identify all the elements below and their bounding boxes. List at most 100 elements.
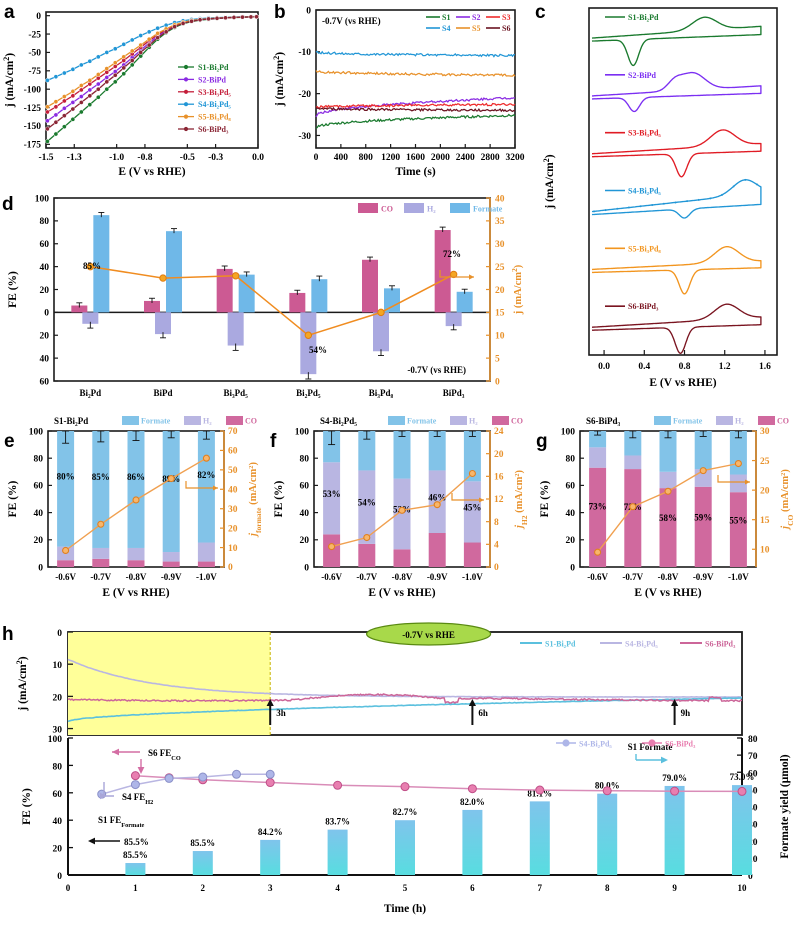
- svg-text:-20: -20: [298, 90, 311, 100]
- svg-text:35: 35: [495, 217, 505, 227]
- svg-text:-0.7V (vs RHE): -0.7V (vs RHE): [407, 365, 466, 375]
- bar-co: [358, 543, 376, 567]
- svg-text:10: 10: [53, 661, 63, 671]
- bar-formate: [323, 431, 341, 463]
- svg-text:10: 10: [738, 883, 748, 893]
- svg-text:0: 0: [748, 872, 753, 882]
- svg-text:0: 0: [228, 563, 233, 573]
- svg-text:S6: S6: [502, 24, 510, 33]
- svg-text:25: 25: [495, 263, 505, 273]
- svg-text:40: 40: [53, 817, 63, 827]
- svg-text:10: 10: [495, 332, 505, 342]
- svg-text:E (V vs RHE): E (V vs RHE): [634, 587, 701, 599]
- svg-text:70: 70: [748, 752, 758, 762]
- bar-h2: [445, 312, 462, 327]
- svg-text:-0.6V: -0.6V: [587, 572, 608, 582]
- svg-text:15: 15: [760, 516, 770, 526]
- svg-text:-1.0: -1.0: [109, 153, 124, 163]
- svg-text:S1-Bi₂Pd: S1-Bi₂Pd: [545, 640, 576, 649]
- svg-text:82%: 82%: [197, 470, 215, 480]
- svg-text:85.5%: 85.5%: [123, 850, 148, 860]
- svg-text:H₂: H₂: [735, 417, 744, 426]
- panel-d: d 100 80 60 40 20 0 20 40 60 FE (%) 0 5 10 15 20 25 30 35…: [0, 185, 530, 403]
- svg-text:20: 20: [40, 286, 50, 296]
- bar-co: [92, 558, 110, 567]
- svg-text:CO: CO: [381, 205, 393, 214]
- svg-text:3: 3: [268, 883, 273, 893]
- svg-text:0: 0: [306, 6, 311, 16]
- svg-text:16: 16: [494, 473, 504, 483]
- svg-text:Time (s): Time (s): [395, 166, 436, 178]
- bar-formate: [197, 431, 215, 543]
- svg-text:Bi₃Pd₅: Bi₃Pd₅: [223, 388, 248, 398]
- svg-text:20: 20: [228, 524, 238, 534]
- bar-h2: [729, 474, 747, 493]
- bar-h2: [358, 470, 376, 544]
- panel-c-chart: 0.0 0.4 0.8 1.2 1.6 E (V vs RHE) j (mA/cm2) S1-…: [542, 7, 778, 389]
- svg-text:20: 20: [494, 450, 504, 460]
- svg-text:-175: -175: [24, 141, 42, 151]
- svg-text:30: 30: [760, 427, 770, 437]
- bar-co: [197, 561, 215, 567]
- bar-h2: [659, 471, 677, 489]
- svg-text:-0.8V: -0.8V: [658, 572, 679, 582]
- svg-text:8: 8: [494, 518, 499, 528]
- bar-co: [144, 300, 160, 313]
- svg-text:-1.5: -1.5: [38, 153, 53, 163]
- svg-text:-0.8V: -0.8V: [392, 572, 413, 582]
- svg-text:80: 80: [566, 455, 576, 465]
- bar-h2: [300, 312, 317, 375]
- svg-text:CO: CO: [511, 417, 523, 426]
- svg-text:S4-Bi₂Pd₅: S4-Bi₂Pd₅: [198, 100, 231, 109]
- svg-text:100: 100: [48, 735, 63, 745]
- bar-h2: [127, 547, 145, 561]
- svg-text:-0.8: -0.8: [137, 153, 152, 163]
- bar-co: [362, 259, 378, 313]
- svg-text:60: 60: [566, 482, 576, 492]
- panel-a-label: a: [4, 2, 15, 23]
- svg-text:jCO (mA/cm2): jCO (mA/cm2): [780, 469, 795, 531]
- svg-text:0: 0: [44, 309, 49, 319]
- svg-text:6h: 6h: [478, 708, 488, 718]
- panel-e: e 0 20 40 60 80 100 FE (%) 0 10 20 30 40 50 60 70 jform…: [0, 403, 268, 610]
- bar-formate-yield: [327, 829, 348, 875]
- bar-formate-yield: [597, 793, 618, 875]
- svg-text:80%: 80%: [57, 472, 75, 482]
- svg-text:FE (%): FE (%): [7, 480, 19, 517]
- bar-formate: [92, 431, 110, 548]
- bar-formate-yield: [529, 801, 550, 875]
- svg-text:S6-BiPd₃: S6-BiPd₃: [665, 740, 696, 749]
- svg-text:S5: S5: [472, 24, 480, 33]
- svg-text:j (mA/cm2): j (mA/cm2): [2, 53, 17, 108]
- svg-text:0: 0: [66, 883, 71, 893]
- panel-f-chart: 0 20 40 60 80 100 FE (%) 0 4 8 12 16 20 24 jH2 (mA/cm2…: [273, 416, 529, 599]
- svg-text:15: 15: [495, 309, 505, 319]
- svg-text:-0.8V: -0.8V: [126, 572, 147, 582]
- panel-g: g 0 20 40 60 80 100 FE (%) 10 15 20 25 30 jCO (mA/cm…: [532, 403, 800, 610]
- svg-text:40: 40: [228, 485, 238, 495]
- svg-text:S2-BiPd: S2-BiPd: [198, 75, 227, 84]
- svg-text:800: 800: [359, 153, 374, 163]
- svg-text:100: 100: [35, 194, 50, 204]
- svg-text:1.2: 1.2: [719, 362, 731, 372]
- svg-text:E (V vs RHE): E (V vs RHE): [649, 377, 716, 389]
- svg-text:-0.7V: -0.7V: [90, 572, 111, 582]
- bar-co: [393, 549, 411, 567]
- svg-text:BiPd₃: BiPd₃: [443, 388, 465, 398]
- svg-text:80: 80: [34, 455, 44, 465]
- bar-formate: [311, 279, 328, 313]
- svg-text:FE (%): FE (%): [273, 480, 285, 517]
- bar-h2: [373, 312, 389, 352]
- svg-text:S4-Bi₂Pd₅: S4-Bi₂Pd₅: [579, 740, 612, 749]
- svg-text:Time (h): Time (h): [384, 903, 426, 915]
- bar-h2: [227, 312, 244, 346]
- svg-text:S4: S4: [442, 24, 450, 33]
- bar-formate: [463, 431, 481, 482]
- bar-co: [624, 469, 642, 567]
- svg-text:20: 20: [566, 536, 576, 546]
- svg-text:80: 80: [53, 762, 63, 772]
- svg-text:80: 80: [300, 455, 310, 465]
- svg-text:40: 40: [566, 509, 576, 519]
- bar-formate: [238, 274, 255, 313]
- svg-text:8: 8: [605, 883, 610, 893]
